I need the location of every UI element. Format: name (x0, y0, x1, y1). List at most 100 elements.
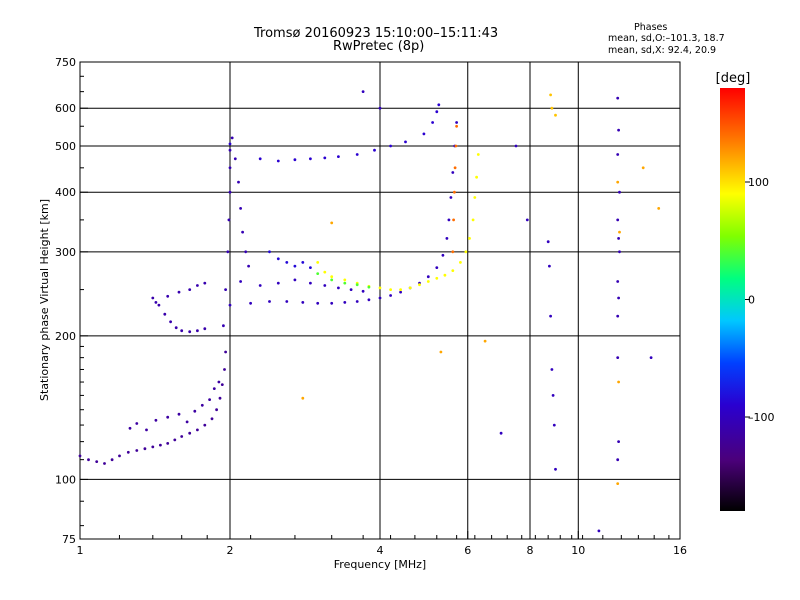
data-point (126, 450, 130, 454)
data-point (616, 482, 620, 485)
data-point (177, 290, 181, 294)
data-point (616, 458, 620, 462)
data-point (323, 284, 327, 287)
chart-grid (80, 62, 680, 539)
data-point (174, 326, 178, 330)
data-point (233, 157, 237, 161)
data-point (451, 171, 455, 174)
data-point (212, 387, 216, 390)
phase-box-x-stats: mean, sd,X: 92.4, 20.9 (608, 45, 717, 56)
data-point (408, 286, 412, 290)
data-point (200, 403, 204, 407)
data-point (618, 250, 621, 254)
data-point (361, 289, 365, 293)
data-point (203, 423, 207, 427)
data-point (301, 261, 305, 264)
data-point (159, 443, 162, 447)
data-point (276, 281, 280, 285)
data-point (78, 454, 82, 458)
data-point (455, 124, 458, 128)
data-point (459, 261, 462, 264)
data-point (196, 284, 199, 287)
data-point (301, 301, 305, 304)
data-point (367, 298, 371, 302)
data-point (258, 157, 262, 161)
data-point (293, 278, 297, 282)
colorbar-tick-label: –100 (748, 411, 775, 424)
data-point (145, 428, 148, 432)
data-point (548, 264, 551, 268)
data-point (154, 301, 158, 304)
data-point (455, 121, 458, 124)
data-point (554, 467, 557, 471)
data-point (367, 285, 371, 289)
data-point (404, 140, 407, 144)
data-point (616, 218, 620, 222)
data-point (309, 281, 312, 285)
data-point (355, 153, 359, 156)
data-point (468, 237, 471, 240)
data-point (316, 261, 320, 264)
y-tick-label: 400 (55, 186, 76, 199)
data-point (447, 218, 451, 222)
data-point (616, 314, 620, 318)
data-point (441, 253, 445, 257)
data-point (617, 296, 620, 300)
data-point (237, 180, 240, 184)
data-point (483, 339, 487, 343)
data-point (276, 159, 280, 163)
data-point (343, 281, 347, 285)
data-point (616, 356, 620, 359)
data-point (618, 190, 621, 194)
data-point (241, 230, 245, 234)
data-point (435, 276, 439, 280)
data-point (330, 221, 334, 225)
data-point (361, 90, 365, 93)
data-point (473, 196, 477, 199)
data-point (549, 314, 552, 318)
data-point (453, 190, 456, 194)
y-tick-label: 600 (55, 102, 76, 115)
y-tick-label: 100 (55, 473, 76, 486)
data-point (597, 529, 601, 533)
phase-box-o-stats: mean, sd,O:–101.3, 18.7 (608, 33, 725, 44)
data-point (316, 272, 320, 275)
data-point (188, 288, 192, 291)
data-point (223, 368, 226, 371)
data-point (426, 275, 430, 279)
data-point (399, 290, 402, 294)
data-point (203, 281, 207, 285)
data-point (210, 417, 214, 421)
x-tick-label: 2 (227, 544, 234, 557)
y-tick-labels: 75 100 200 300 400 500 600 750 (55, 56, 76, 546)
data-point (151, 296, 155, 300)
data-point (453, 166, 457, 170)
data-point (323, 270, 327, 274)
data-point (439, 350, 443, 354)
data-point (188, 330, 192, 334)
data-point (193, 409, 197, 413)
data-point (220, 383, 224, 386)
data-point (173, 438, 177, 442)
data-point (323, 156, 327, 160)
data-point (128, 426, 132, 430)
data-point (218, 396, 222, 400)
x-tick-label: 4 (377, 544, 384, 557)
data-point (118, 454, 121, 458)
data-point (95, 460, 99, 463)
data-point (616, 180, 620, 184)
data-point (641, 166, 645, 170)
x-tick-labels: 1 2 4 6 8 10 16 (77, 544, 688, 557)
y-tick-label: 75 (62, 533, 76, 546)
data-point (330, 301, 334, 305)
colorbar (720, 88, 745, 511)
data-point (355, 283, 359, 287)
data-point (196, 329, 199, 333)
data-point (203, 327, 207, 331)
data-point (188, 431, 192, 435)
data-point (215, 408, 219, 412)
data-point (228, 190, 232, 194)
data-point (154, 418, 158, 422)
colorbar-tick-label: 0 (748, 294, 755, 307)
